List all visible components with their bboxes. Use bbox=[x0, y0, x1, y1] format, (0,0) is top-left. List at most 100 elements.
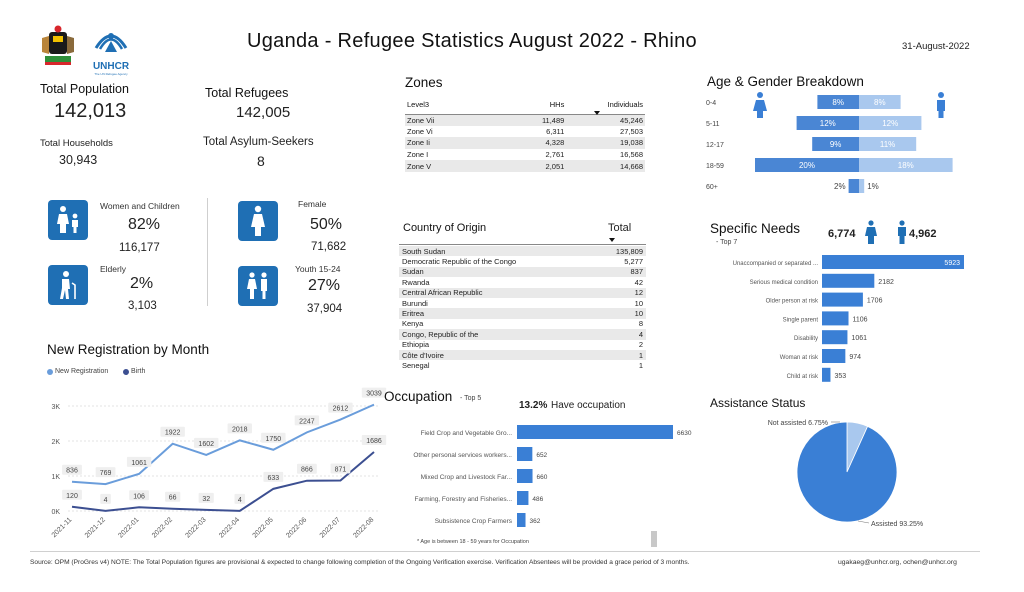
age-bar-female[interactable] bbox=[859, 137, 917, 151]
reg-birth-label: 66 bbox=[169, 495, 177, 502]
legend-birth[interactable]: Birth bbox=[131, 368, 146, 375]
reg-birth-label-bg bbox=[100, 493, 111, 504]
zones-table-row[interactable]: Zone Ii 4,328 19,038 bbox=[405, 137, 645, 149]
coo-title: Country of Origin bbox=[403, 222, 487, 234]
occupation-bar[interactable] bbox=[517, 469, 533, 483]
needs-value-label: 5923 bbox=[944, 260, 960, 267]
age-bar-female[interactable] bbox=[859, 158, 953, 172]
coo-table-row[interactable]: South Sudan 135,809 bbox=[399, 246, 646, 257]
zones-sort-icon[interactable] bbox=[594, 111, 600, 115]
needs-value-label: 353 bbox=[834, 373, 846, 380]
reg-series-line[interactable] bbox=[71, 403, 375, 486]
reg-birth-label-bg bbox=[62, 489, 82, 500]
coo-cell: 5,277 bbox=[624, 257, 643, 267]
coo-total-header[interactable]: Total bbox=[608, 222, 632, 234]
needs-bar[interactable] bbox=[822, 292, 863, 307]
youth-icon bbox=[238, 266, 278, 306]
coo-cell: Sudan bbox=[399, 266, 593, 278]
zones-cell: 45,246 bbox=[620, 115, 643, 125]
coo-table-row[interactable]: Sudan 837 bbox=[399, 266, 646, 278]
occupation-subtitle: - Top 5 bbox=[460, 395, 482, 402]
coo-table-row[interactable]: Burundi 10 bbox=[399, 298, 646, 308]
age-bar-female[interactable] bbox=[859, 179, 865, 193]
reg-x-tick: 2022-04 bbox=[218, 516, 241, 539]
assistance-pie-chart: Not assisted 6.75% Assisted 93.25% bbox=[768, 420, 923, 528]
coo-table-row[interactable]: Senegal 1 bbox=[399, 360, 646, 370]
coo-table-row[interactable]: Eritrea 10 bbox=[399, 308, 646, 319]
needs-category-label: Unaccompanied or separated ... bbox=[733, 261, 819, 267]
occupation-category-label: Mixed Crop and Livestock Far... bbox=[421, 474, 513, 481]
women-children-count: 116,177 bbox=[119, 242, 160, 254]
age-bar-male[interactable] bbox=[812, 137, 859, 151]
coo-table-row[interactable]: Ethiopia 2 bbox=[399, 340, 646, 350]
pie-slice[interactable] bbox=[796, 421, 898, 523]
zones-cell: 2,761 bbox=[545, 150, 565, 160]
zones-table-row[interactable]: Zone Vi 6,311 27,503 bbox=[405, 126, 645, 138]
needs-bar[interactable] bbox=[822, 330, 848, 345]
unhcr-logo-text: UNHCR bbox=[92, 61, 130, 72]
legend-new-registration[interactable]: New Registration bbox=[55, 368, 109, 375]
elderly-count: 3,103 bbox=[128, 300, 157, 312]
reg-new-label: 1922 bbox=[165, 430, 181, 437]
legend-new-registration-dot bbox=[47, 369, 53, 375]
age-bar-male[interactable] bbox=[848, 179, 859, 193]
coo-cell: 4 bbox=[592, 329, 646, 340]
coo-table-row[interactable]: Kenya 8 bbox=[399, 319, 646, 329]
female-label: Female bbox=[298, 199, 327, 209]
age-bar-male[interactable] bbox=[817, 95, 859, 109]
zones-header-hhs[interactable]: HHs bbox=[549, 100, 565, 110]
reg-birth-label-bg bbox=[234, 493, 246, 504]
coo-cell: 8 bbox=[638, 319, 643, 329]
zones-header-individuals[interactable]: Individuals bbox=[607, 100, 643, 110]
occupation-bar[interactable] bbox=[517, 425, 673, 439]
zones-cell: 11,489 bbox=[541, 115, 565, 125]
footer-contact[interactable]: ugakaeg@unhcr.org, ochen@unhcr.org bbox=[838, 559, 957, 566]
needs-category-label: Disability bbox=[794, 336, 818, 342]
reg-new-label-bg bbox=[194, 437, 219, 448]
age-gender-title: Age & Gender Breakdown bbox=[707, 74, 864, 89]
coo-table-row[interactable]: Democratic Republic of the Congo 5,277 bbox=[399, 256, 646, 266]
coo-cell: 12 bbox=[592, 287, 646, 298]
specific-needs-female-total: 6,774 bbox=[828, 228, 856, 240]
age-bar-female[interactable] bbox=[859, 95, 901, 109]
zones-cell: Zone I bbox=[407, 150, 429, 160]
needs-value-label: 1706 bbox=[867, 298, 883, 305]
needs-bar[interactable] bbox=[822, 311, 849, 326]
needs-bar[interactable] bbox=[822, 273, 875, 288]
coo-sort-icon[interactable] bbox=[609, 238, 615, 242]
needs-value-label: 1106 bbox=[853, 316, 868, 323]
zones-header-row: Level3 HHs Individuals bbox=[405, 96, 645, 114]
needs-bar[interactable] bbox=[822, 255, 964, 269]
occupation-bar[interactable] bbox=[517, 491, 529, 505]
reg-series-line[interactable] bbox=[71, 451, 375, 512]
coo-table-row[interactable]: Rwanda 42 bbox=[399, 277, 646, 287]
coo-table-row[interactable]: Congo, Republic of the 4 bbox=[399, 329, 646, 340]
reg-new-label-bg bbox=[160, 426, 185, 437]
zones-table-row[interactable]: Zone V 2,051 14,668 bbox=[405, 160, 645, 172]
reg-x-tick: 2022-03 bbox=[185, 516, 208, 539]
age-bar-male[interactable] bbox=[796, 116, 859, 130]
zones-cell: 27,503 bbox=[620, 126, 643, 136]
coo-cell: Rwanda bbox=[402, 277, 430, 287]
reg-birth-label-bg bbox=[263, 471, 284, 482]
coo-cell: 42 bbox=[634, 277, 643, 287]
coo-cell: 10 bbox=[592, 308, 646, 319]
reg-x-tick: 2022-08 bbox=[352, 516, 375, 539]
reg-birth-label: 120 bbox=[66, 493, 78, 500]
zones-table-row[interactable]: Zone Vii 11,489 45,246 bbox=[405, 114, 645, 126]
zones-header-level[interactable]: Level3 bbox=[407, 100, 430, 110]
occupation-category-label: Other personal services workers... bbox=[413, 452, 512, 459]
occupation-scrollbar[interactable] bbox=[651, 531, 657, 547]
elderly-pct: 2% bbox=[130, 275, 154, 292]
needs-bar[interactable] bbox=[822, 349, 846, 363]
age-bar-female[interactable] bbox=[859, 116, 922, 130]
occupation-bar[interactable] bbox=[517, 513, 526, 527]
age-bar-male[interactable] bbox=[755, 158, 859, 172]
needs-bar[interactable] bbox=[822, 367, 831, 382]
coo-table-row[interactable]: Côte d'Ivoire 1 bbox=[399, 349, 646, 361]
zones-table-row[interactable]: Zone I 2,761 16,568 bbox=[405, 149, 645, 161]
occupation-bar[interactable] bbox=[517, 447, 533, 461]
reg-new-label: 2018 bbox=[232, 426, 248, 433]
reg-new-label-bg bbox=[62, 464, 82, 475]
coo-table-row[interactable]: Central African Republic 12 bbox=[399, 287, 646, 298]
